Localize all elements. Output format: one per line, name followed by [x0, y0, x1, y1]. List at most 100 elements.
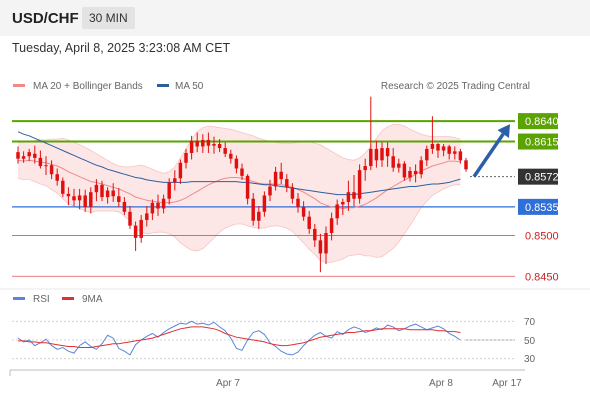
candle-body [369, 148, 373, 167]
legend-rsi-ma-label: 9MA [82, 294, 103, 305]
candle-body [44, 165, 48, 167]
candle-body [262, 195, 267, 212]
candle-body [290, 187, 295, 199]
candle-body [77, 195, 82, 201]
candle-body [38, 157, 43, 167]
candle-body [27, 152, 31, 157]
candle-body [178, 162, 183, 179]
level-tag-bg-3 [518, 198, 558, 215]
main-plot [12, 96, 558, 277]
candle-body [447, 146, 451, 154]
candle-body [184, 152, 188, 163]
ma50-line [17, 131, 461, 196]
candle-body [318, 240, 323, 254]
candle-body [307, 216, 311, 229]
bollinger-upper-line [18, 124, 461, 174]
rsi-tick-50: 50 [524, 336, 536, 347]
level-tag-bg-1 [518, 133, 558, 150]
ma20-line [17, 159, 461, 210]
candle-body [212, 143, 216, 146]
candle-body [313, 228, 317, 241]
candle-body [301, 206, 306, 217]
x-tick-apr8: Apr 8 [429, 378, 453, 389]
level-label-5: 0.8450 [525, 271, 559, 283]
candle-body [145, 213, 149, 220]
candle-body [49, 165, 54, 175]
candle-body [329, 218, 334, 234]
level-label-3: 0.8535 [525, 202, 559, 214]
candle-body [419, 160, 423, 175]
candle-body [156, 202, 160, 209]
candle-body [105, 190, 110, 198]
level-label-1: 0.8615 [525, 137, 559, 149]
candle-body [285, 179, 289, 188]
candle-body [458, 151, 463, 161]
rsi-series-line-1 [18, 326, 461, 348]
instrument-title: USD/CHF [12, 10, 79, 27]
candle-body [33, 153, 37, 158]
candle-body [268, 186, 272, 196]
candle-body [173, 178, 177, 183]
candle-body [72, 196, 76, 201]
candle-body [150, 202, 155, 214]
candle-body [380, 148, 384, 161]
legend-rsi-label: RSI [33, 294, 50, 305]
candle-body [201, 139, 205, 147]
candle-body [273, 171, 278, 187]
timestamp: Tuesday, April 8, 2025 3:23:08 AM CET [12, 41, 231, 55]
candle-body [352, 192, 356, 199]
candle-body [257, 211, 261, 221]
candle-body [128, 211, 132, 226]
candle-body [413, 170, 418, 175]
candle-body [279, 171, 283, 180]
candle-body [374, 148, 379, 161]
candle-body [240, 168, 244, 176]
candle-body [117, 196, 121, 202]
candle-body [385, 148, 390, 157]
candle-body [161, 198, 166, 209]
candle-body [234, 158, 239, 169]
candle-body [408, 170, 412, 178]
candle-body [61, 180, 65, 194]
candle-body [430, 143, 435, 149]
ma50-legend-swatch [157, 84, 169, 87]
rsi-ma-legend-swatch [62, 297, 74, 300]
candle-body [111, 190, 115, 197]
candle-body [189, 140, 194, 153]
candle-body [229, 153, 233, 159]
candle-body [251, 198, 255, 221]
level-tag-bg-0 [518, 113, 558, 130]
legend-ma50-label: MA 50 [175, 81, 204, 92]
candle-body [122, 201, 127, 212]
legend-ma20-label: MA 20 + Bollinger Bands [33, 81, 143, 92]
candle-body [453, 151, 457, 154]
candle-body [167, 182, 171, 199]
candle-body [206, 139, 211, 146]
level-label-2: 0.8572 [525, 172, 559, 184]
level-label-0: 0.8640 [525, 116, 559, 128]
candle-body [100, 184, 104, 198]
level-label-4: 0.8500 [525, 230, 559, 242]
candle-body [346, 192, 351, 202]
candle-body [363, 166, 367, 171]
price-tags: 0.8640 0.8615 0.8572 0.8535 0.8500 0.845… [525, 116, 559, 283]
candle-body [89, 192, 93, 207]
header-bar: USD/CHF 30 MIN [0, 0, 590, 36]
bollinger-band-area [18, 124, 461, 263]
copyright-text: Research © 2025 Trading Central [381, 81, 530, 92]
candle-body [296, 198, 300, 207]
x-tick-apr7: Apr 7 [216, 378, 240, 389]
candle-body [195, 140, 199, 147]
timeframe-badge[interactable]: 30 MIN [82, 7, 135, 29]
rsi-tick-70: 70 [524, 317, 536, 328]
candle-body [402, 163, 407, 178]
candle-body [217, 143, 222, 149]
candle-body [16, 152, 20, 159]
candle-body [436, 143, 440, 151]
candle-body [357, 170, 362, 199]
candle-body [139, 219, 143, 238]
candle-body [324, 233, 328, 254]
candle-body [83, 195, 87, 207]
bollinger-lower-line [17, 177, 461, 263]
